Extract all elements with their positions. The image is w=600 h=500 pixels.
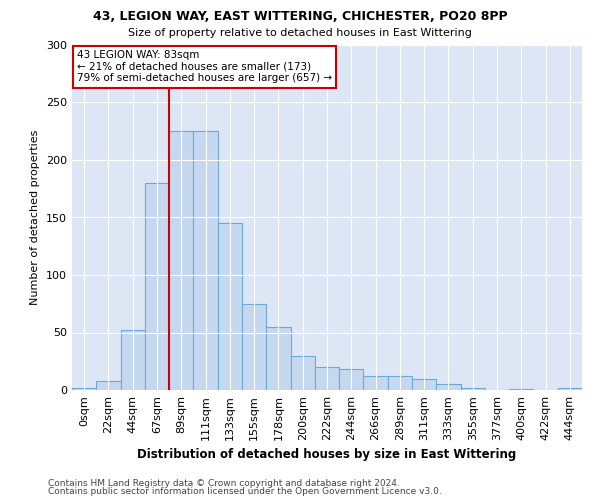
Bar [169,131,193,390]
Bar [218,223,242,390]
Bar [412,378,436,390]
Bar [72,388,96,390]
Bar [461,388,485,390]
Bar [96,381,121,390]
Y-axis label: Number of detached properties: Number of detached properties [31,130,40,305]
Bar [339,370,364,390]
Bar [509,389,533,390]
Bar [558,388,582,390]
X-axis label: Distribution of detached houses by size in East Wittering: Distribution of detached houses by size … [137,448,517,462]
Bar [436,384,461,390]
Bar [242,304,266,390]
Text: Contains HM Land Registry data © Crown copyright and database right 2024.: Contains HM Land Registry data © Crown c… [48,478,400,488]
Bar [193,131,218,390]
Bar [388,376,412,390]
Bar [145,183,169,390]
Text: Contains public sector information licensed under the Open Government Licence v3: Contains public sector information licen… [48,487,442,496]
Bar [315,367,339,390]
Bar [364,376,388,390]
Bar [266,327,290,390]
Bar [121,330,145,390]
Bar [290,356,315,390]
Text: Size of property relative to detached houses in East Wittering: Size of property relative to detached ho… [128,28,472,38]
Text: 43 LEGION WAY: 83sqm
← 21% of detached houses are smaller (173)
79% of semi-deta: 43 LEGION WAY: 83sqm ← 21% of detached h… [77,50,332,84]
Text: 43, LEGION WAY, EAST WITTERING, CHICHESTER, PO20 8PP: 43, LEGION WAY, EAST WITTERING, CHICHEST… [92,10,508,23]
